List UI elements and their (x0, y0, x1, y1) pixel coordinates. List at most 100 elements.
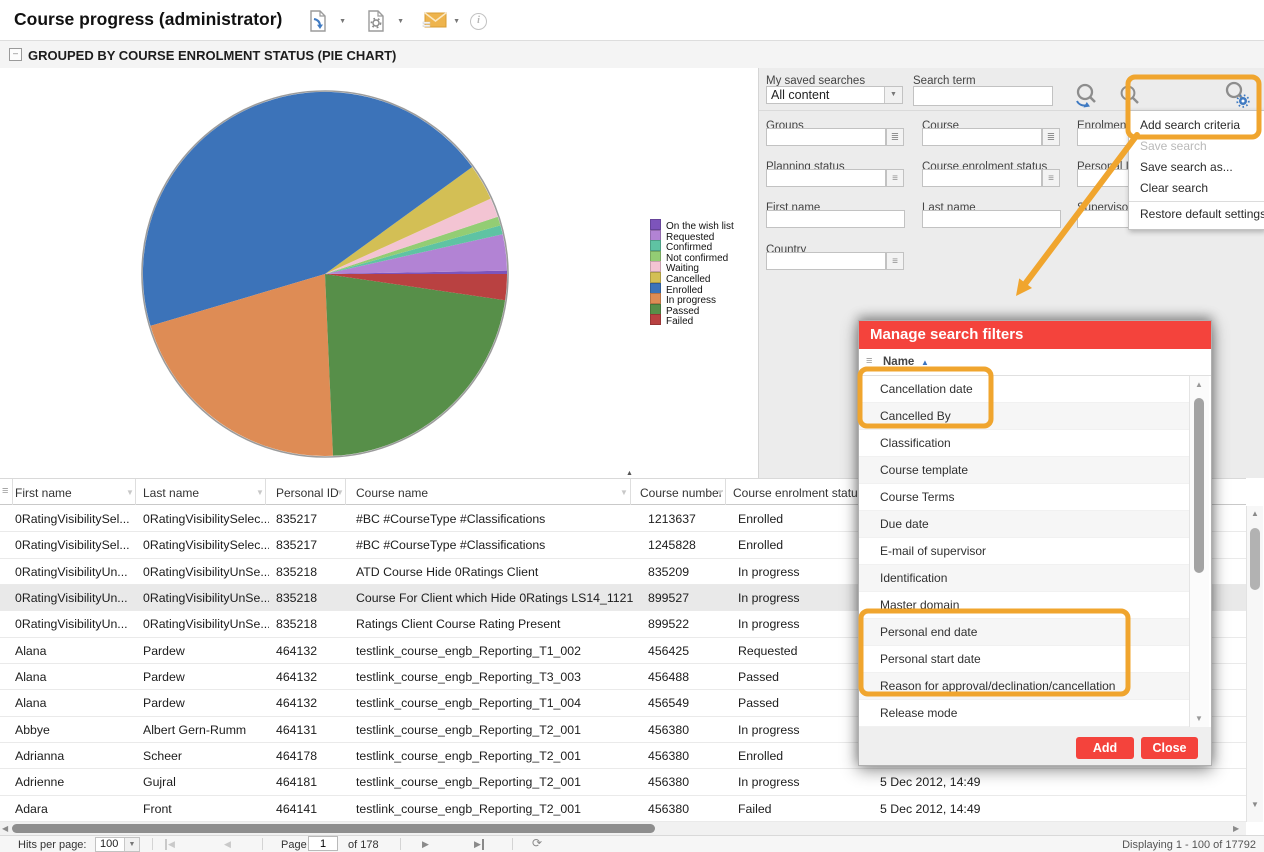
filter-funnel-icon[interactable]: ▼ (126, 488, 134, 497)
filter-item[interactable]: Identification (859, 565, 1189, 592)
column-header-course-enrolment-status[interactable]: Course enrolment status (733, 486, 864, 500)
table-row[interactable]: Adrienne Gujral 464181 testlink_course_engb… (0, 769, 1246, 796)
filter-item[interactable]: Due date (859, 511, 1189, 538)
saved-searches-select[interactable]: All content ▼ (766, 86, 903, 104)
column-header-first-name[interactable]: First name (15, 486, 72, 500)
column-header-course-number[interactable]: Course number (640, 486, 723, 500)
filter-item[interactable]: Course Terms (859, 484, 1189, 511)
last-name-input[interactable] (922, 210, 1061, 228)
dialog-header[interactable]: Manage search filters (859, 321, 1211, 349)
menu-picker-button[interactable]: ≡ (1042, 169, 1060, 187)
pie-slice-not-confirmed (325, 216, 501, 274)
info-icon[interactable]: i (470, 13, 487, 30)
chevron-down-icon[interactable]: ▼ (124, 838, 139, 851)
scroll-left-icon[interactable]: ◀ (2, 824, 9, 833)
legend-label: Cancelled (666, 273, 711, 285)
page-number-input[interactable] (308, 836, 338, 851)
column-header-last-name[interactable]: Last name (143, 486, 200, 500)
filter-item[interactable]: Course template (859, 457, 1189, 484)
column-header-personal-id[interactable]: Personal ID (276, 486, 339, 500)
previous-page-button[interactable]: ◀ (224, 839, 231, 849)
pie-slice-passed (325, 274, 506, 456)
menu-item-save-search-as[interactable]: Save search as... (1140, 160, 1233, 174)
cell-status: Failed (738, 801, 772, 816)
page-label: Page (281, 839, 307, 851)
vertical-scrollbar[interactable]: ▲ ▼ (1246, 506, 1263, 822)
list-picker-button[interactable]: ≣ (886, 128, 904, 146)
filter-item[interactable]: Personal start date (859, 646, 1189, 673)
menu-picker-button[interactable]: ≡ (886, 252, 904, 270)
report-settings-button[interactable]: ▼ (366, 10, 404, 32)
cell-first: Adrianna (15, 749, 65, 764)
filter-item[interactable]: Reason for approval/declination/cancella… (859, 673, 1189, 700)
scroll-down-icon[interactable]: ▼ (1251, 800, 1259, 809)
name-column-header[interactable]: Name (883, 356, 915, 368)
scroll-down-icon[interactable]: ▼ (1195, 714, 1203, 723)
scrollbar-thumb[interactable] (1250, 528, 1260, 590)
list-picker-button[interactable]: ≣ (1042, 128, 1060, 146)
saved-searches-value: All content (771, 88, 830, 102)
grid-handle-icon[interactable]: ≡ (866, 355, 873, 367)
planning-status-input[interactable] (766, 169, 886, 187)
cell-last: Gujral (143, 775, 176, 790)
search-refresh-icon[interactable] (1072, 82, 1104, 110)
close-button[interactable]: Close (1141, 737, 1198, 759)
scroll-right-icon[interactable]: ▶ (1233, 824, 1240, 833)
horizontal-scrollbar[interactable]: ◀ ▶ (0, 822, 1246, 835)
last-page-button[interactable]: ▶ (474, 839, 484, 850)
search-term-input[interactable] (913, 86, 1053, 106)
menu-item-add-search-criteria[interactable]: Add search criteria (1140, 118, 1241, 132)
planning-status-field: Planning status ≡ (766, 157, 904, 189)
table-row[interactable]: 0RatingVisibilityUn... 0RatingVisibilityU… (0, 585, 1246, 612)
scroll-up-icon[interactable]: ▲ (1195, 380, 1203, 389)
filter-item[interactable]: Personal end date (859, 619, 1189, 646)
legend-swatch (650, 229, 661, 241)
scroll-up-icon[interactable]: ▲ (1251, 509, 1259, 518)
menu-item-clear-search[interactable]: Clear search (1140, 181, 1209, 195)
refresh-icon[interactable]: ⟳ (532, 836, 543, 850)
cell-last: 0RatingVisibilitySelec... (143, 512, 269, 526)
menu-picker-button[interactable]: ≡ (886, 169, 904, 187)
dialog-scrollbar[interactable]: ▲ ▼ (1189, 376, 1209, 727)
divider (1129, 201, 1264, 202)
groups-input[interactable] (766, 128, 886, 146)
displaying-status: Displaying 1 - 100 of 17792 (1122, 839, 1256, 851)
filter-item[interactable]: Master domain (859, 592, 1189, 619)
filter-funnel-icon[interactable]: ▼ (620, 488, 628, 497)
cell-first: 0RatingVisibilitySel... (15, 538, 130, 553)
course-input[interactable] (922, 128, 1042, 146)
search-settings-icon[interactable] (1222, 80, 1252, 108)
filter-funnel-icon[interactable]: ▼ (716, 488, 724, 497)
search-icon[interactable] (1118, 85, 1142, 107)
menu-item-restore-default-settings[interactable]: Restore default settings (1140, 207, 1264, 221)
legend-item: Confirmed (650, 240, 734, 253)
filter-item[interactable]: Cancelled By (859, 403, 1189, 430)
collapse-icon[interactable]: – (9, 48, 22, 61)
filter-funnel-icon[interactable]: ▼ (256, 488, 264, 497)
filter-item[interactable]: Cancellation date (859, 376, 1189, 403)
paging-toolbar: Hits per page: 100 ▼ ◀ ◀ Page of 178 ▶ ▶… (0, 835, 1264, 852)
filter-funnel-icon[interactable]: ▼ (336, 488, 344, 497)
scrollbar-thumb[interactable] (12, 824, 655, 833)
send-email-button[interactable]: ▼ (422, 10, 460, 32)
add-button[interactable]: Add (1076, 737, 1134, 759)
next-page-button[interactable]: ▶ (422, 839, 429, 849)
column-header-course-name[interactable]: Course name (356, 486, 429, 500)
filter-item[interactable]: E-mail of supervisor (859, 538, 1189, 565)
cell-status: Enrolled (738, 512, 784, 526)
first-name-input[interactable] (766, 210, 905, 228)
chevron-down-icon[interactable]: ▼ (884, 87, 902, 103)
course-enrolment-status-input[interactable] (922, 169, 1042, 187)
pie-slice-enrolled (142, 91, 473, 326)
export-button[interactable]: ▼ (308, 10, 346, 32)
first-page-button[interactable]: ◀ (165, 839, 175, 850)
divider (265, 479, 266, 505)
country-input[interactable] (766, 252, 886, 270)
table-row[interactable]: Adara Front 464141 testlink_course_engb_Rep… (0, 795, 1246, 823)
filter-item[interactable]: Classification (859, 430, 1189, 457)
scrollbar-thumb[interactable] (1194, 398, 1204, 573)
filter-item[interactable]: Release mode (859, 700, 1189, 727)
grid-handle-icon[interactable]: ≡ (2, 485, 9, 497)
legend-label: Waiting (666, 263, 699, 275)
hits-per-page-select[interactable]: 100 ▼ (95, 837, 140, 852)
